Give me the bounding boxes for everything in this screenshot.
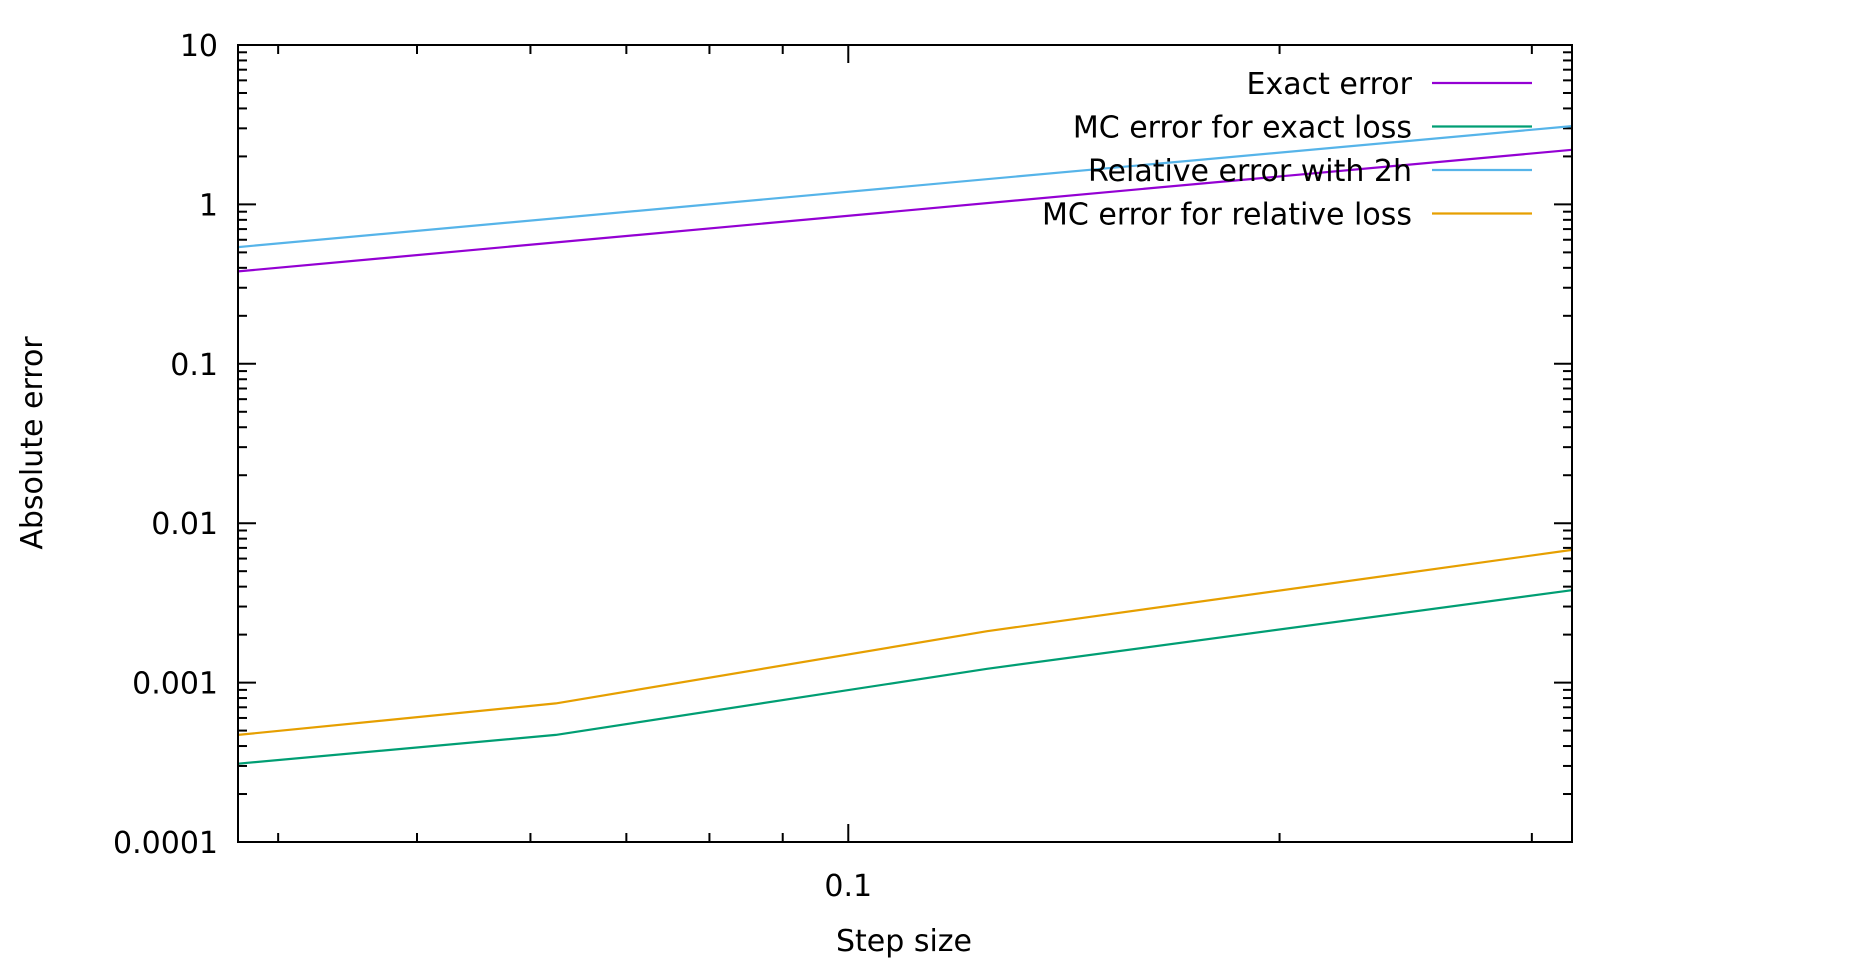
legend-label: MC error for relative loss [1042,198,1412,233]
series-line-1 [237,148,1573,273]
legend-label: Exact error [1246,67,1412,102]
y-tick-label: 0.1 [170,348,218,383]
legend-label: MC error for exact loss [1073,111,1412,146]
y-tick-label: 10 [180,29,218,64]
y-tick-label: 1 [199,188,218,223]
series-line-4 [237,548,1573,736]
x-tick-labels: 0.1 [824,869,872,904]
series-line-2 [237,589,1573,765]
series-layer [237,125,1573,765]
x-axis-label: Step size [836,924,972,959]
legend-label: Relative error with 2h [1088,154,1412,189]
x-tick-label: 0.1 [824,869,872,904]
y-tick-label: 0.0001 [113,826,218,861]
axis-ticks [238,44,1572,843]
y-tick-label: 0.01 [151,507,218,542]
y-tick-labels: 0.0001 0.001 0.01 0.1 1 10 [113,29,218,861]
y-axis-label: Absolute error [15,336,50,550]
y-tick-label: 0.001 [132,667,218,702]
legend: Exact error MC error for exact loss Relati… [1042,67,1532,233]
series-line-3 [237,125,1573,249]
plot-frame [237,44,1573,843]
